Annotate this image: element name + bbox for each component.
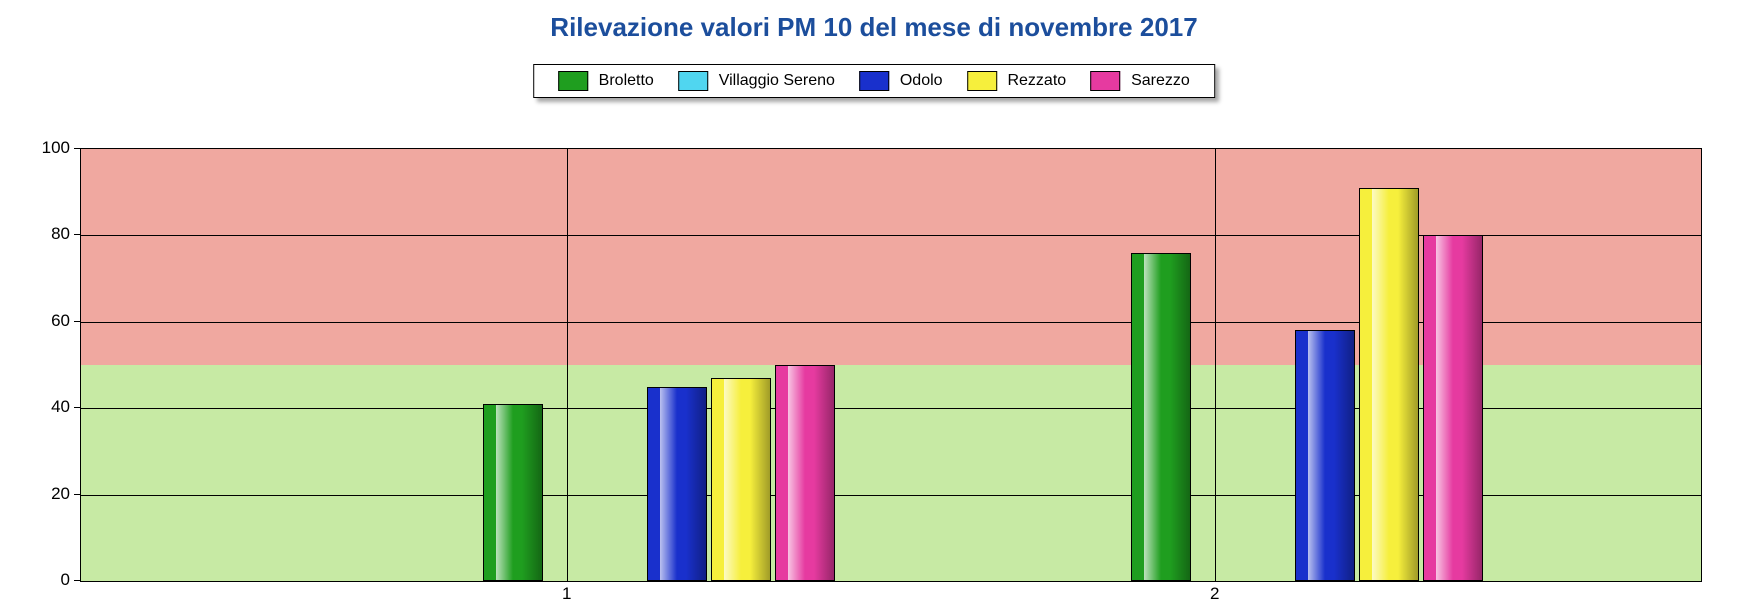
legend-item: Broletto — [558, 71, 654, 91]
legend-label: Villaggio Sereno — [719, 72, 835, 89]
legend-label: Rezzato — [1007, 72, 1066, 89]
y-tick-label: 20 — [30, 484, 70, 504]
y-tick-label: 60 — [30, 311, 70, 331]
x-tick-label: 1 — [562, 584, 571, 604]
legend-item: Sarezzo — [1091, 71, 1190, 91]
legend-swatch — [967, 71, 997, 91]
chart-title: Rilevazione valori PM 10 del mese di nov… — [0, 12, 1748, 43]
legend-item: Villaggio Sereno — [678, 71, 835, 91]
category-line — [567, 149, 568, 581]
x-tick-label: 2 — [1210, 584, 1219, 604]
y-tick-label: 100 — [30, 138, 70, 158]
legend-label: Odolo — [900, 72, 943, 89]
legend-swatch — [678, 71, 708, 91]
legend-swatch — [558, 71, 588, 91]
bar-broletto — [1131, 253, 1191, 581]
bar-rezzato — [1359, 188, 1419, 581]
y-tick-label: 40 — [30, 397, 70, 417]
legend-item: Odolo — [859, 71, 942, 91]
bar-sarezzo — [775, 365, 835, 581]
legend-label: Sarezzo — [1131, 72, 1190, 89]
bar-rezzato — [711, 378, 771, 581]
legend-item: Rezzato — [967, 71, 1066, 91]
bar-sarezzo — [1423, 235, 1483, 581]
y-tick-label: 0 — [30, 570, 70, 590]
legend-swatch — [1091, 71, 1121, 91]
category-line — [1215, 149, 1216, 581]
bar-odolo — [1295, 330, 1355, 581]
bar-odolo — [647, 387, 707, 581]
y-tick-label: 80 — [30, 224, 70, 244]
legend: Broletto Villaggio Sereno Odolo Rezzato … — [533, 64, 1215, 98]
plot-area — [80, 148, 1702, 582]
bar-broletto — [483, 404, 543, 581]
legend-swatch — [859, 71, 889, 91]
legend-label: Broletto — [599, 72, 654, 89]
